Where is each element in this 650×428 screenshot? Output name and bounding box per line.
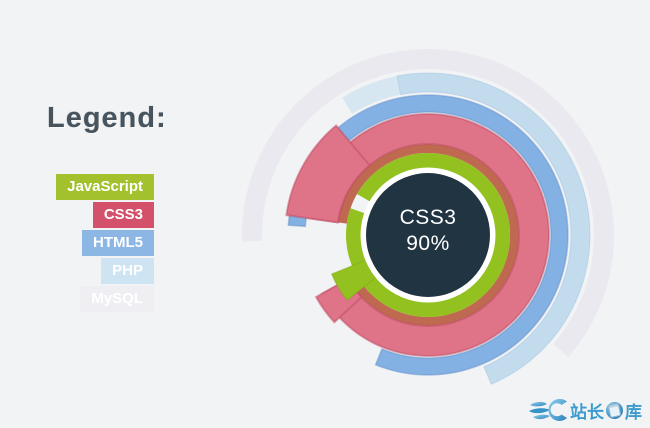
css3-arc-head (285, 124, 371, 224)
flame-swoosh-icon (529, 398, 567, 421)
html5-arc (287, 94, 569, 376)
watermark-text-left: 站长 (570, 402, 604, 422)
watermark-logo[interactable]: 站长 库 (529, 397, 642, 423)
watermark-text-right: 库 (625, 402, 642, 422)
center-skill-percent: 90% (406, 232, 450, 255)
legend-item-html5[interactable]: HTML5 (82, 230, 154, 256)
legend-item-javascript[interactable]: JavaScript (56, 174, 154, 200)
center-circle (366, 173, 490, 297)
legend-item-css3[interactable]: CSS3 (92, 202, 154, 228)
legend-item-php[interactable]: PHP (101, 258, 154, 284)
mysql-arc (241, 49, 614, 358)
center-skill-name: CSS3 (399, 206, 457, 229)
php-arc-head (342, 75, 401, 114)
watermark-circle-icon (606, 401, 623, 419)
legend-items: JavaScript CSS3 HTML5 PHP MySQL (0, 174, 154, 312)
chart-center-label: CSS3 90% (363, 205, 493, 257)
legend-title: Legend: (47, 102, 167, 134)
php-arc (396, 72, 591, 385)
legend-item-mysql[interactable]: MySQL (80, 286, 154, 312)
